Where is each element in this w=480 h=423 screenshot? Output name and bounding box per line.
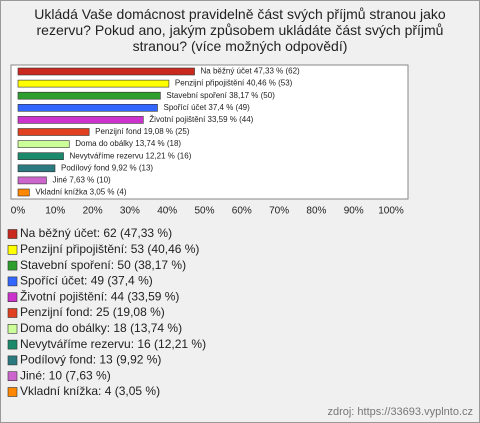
legend-label: Na běžný účet: 62 (47,33 %) (20, 226, 172, 240)
legend-label: Doma do obálky: 18 (13,74 %) (20, 321, 182, 335)
data-label: Jiné 7,63 % (10) (52, 176, 111, 185)
data-label: Nevytváříme rezervu 12,21 % (16) (70, 151, 192, 160)
legend-label: Jiné: 10 (7,63 %) (20, 368, 111, 382)
bar (17, 128, 90, 136)
bar (17, 91, 161, 100)
data-label: Penzijní připojištění 40,46 % (53) (175, 79, 293, 88)
bar (17, 67, 195, 76)
bar (17, 104, 158, 112)
chart-title: Ukládá Vaše domácnost pravidelně část sv… (34, 6, 446, 54)
data-label: Stavební spoření 38,17 % (50) (166, 91, 275, 100)
legend-label: Podílový fond: 13 (9,92 %) (20, 353, 161, 367)
bar (17, 176, 47, 185)
legend-marker (7, 245, 18, 255)
x-tick-label: 100% (378, 206, 404, 217)
legend-marker (7, 323, 18, 334)
x-tick-label: 40% (157, 206, 177, 217)
data-label: Doma do obálky 13,74 % (18) (75, 139, 181, 148)
x-tick-label: 90% (344, 206, 364, 217)
legend-marker (7, 260, 18, 271)
legend-marker (7, 292, 18, 303)
legend-label: Spořící účet: 49 (37,4 %) (20, 274, 153, 288)
x-tick-label: 70% (269, 206, 289, 217)
legend-marker (7, 308, 18, 318)
data-label: Na běžný účet 47,33 % (62) (201, 67, 301, 76)
data-label: Životní pojištění 33,59 % (44) (149, 115, 253, 124)
legend-label: Penzijní připojištění: 53 (40,46 %) (20, 242, 199, 256)
bar (17, 79, 170, 88)
x-tick-label: 50% (194, 206, 214, 217)
bar (17, 116, 144, 124)
legend-marker (7, 339, 18, 350)
source: zdroj: https://33693.vyplnto.cz (327, 406, 473, 418)
bar (17, 152, 64, 160)
data-label: Vkladní knížka 3,05 % (4) (35, 188, 126, 197)
legend-label: Penzijní fond: 25 (19,08 %) (20, 305, 165, 319)
x-tick-label: 30% (120, 206, 140, 217)
x-tick-label: 20% (83, 206, 103, 217)
x-tick-label: 0% (11, 206, 26, 217)
legend-label: Nevytváříme rezervu: 16 (12,21 %) (20, 337, 206, 351)
legend-label: Životní pojištění: 44 (33,59 %) (20, 288, 179, 303)
data-label: Penzijní fond 19,08 % (25) (95, 127, 190, 136)
x-tick-label: 80% (306, 206, 326, 217)
legend-label: Vkladní knížka: 4 (3,05 %) (20, 384, 160, 398)
legend-marker (7, 355, 18, 366)
legend-marker (7, 387, 18, 397)
x-tick-label: 10% (45, 206, 65, 217)
bar (17, 188, 30, 197)
legend-marker (7, 371, 18, 382)
x-tick-label: 60% (232, 206, 252, 217)
legend-marker (7, 276, 18, 287)
data-label: Spořící účet 37,4 % (49) (164, 103, 251, 112)
data-label: Podílový fond 9,92 % (13) (61, 163, 153, 172)
bar (17, 140, 70, 148)
legend-marker (7, 229, 18, 239)
legend-label: Stavební spoření: 50 (38,17 %) (20, 258, 186, 272)
bar (17, 164, 56, 173)
